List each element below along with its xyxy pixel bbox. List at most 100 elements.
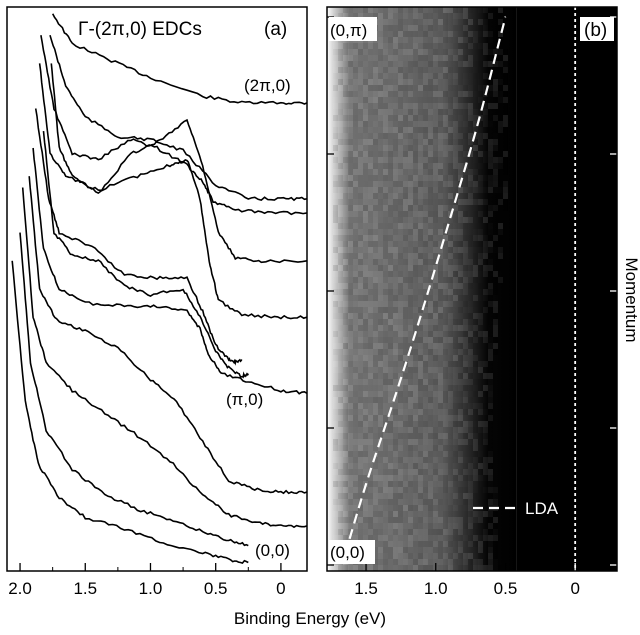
intensity-cell — [443, 319, 448, 325]
intensity-cell — [478, 421, 483, 427]
intensity-cell — [408, 277, 413, 283]
intensity-cell — [408, 109, 413, 115]
intensity-cell — [408, 157, 413, 163]
intensity-cell — [388, 379, 393, 385]
intensity-cell — [388, 67, 393, 73]
intensity-cell — [403, 535, 408, 541]
intensity-cell — [438, 169, 443, 175]
x-tick-label: 1.0 — [424, 579, 448, 598]
intensity-cell — [338, 61, 343, 67]
intensity-cell — [333, 217, 338, 223]
intensity-cell — [333, 445, 338, 451]
intensity-cell — [433, 109, 438, 115]
intensity-cell — [443, 373, 448, 379]
intensity-cell — [413, 67, 418, 73]
intensity-cell — [333, 43, 338, 49]
intensity-cell — [333, 529, 338, 535]
intensity-cell — [433, 175, 438, 181]
intensity-cell — [453, 445, 458, 451]
intensity-cell — [413, 229, 418, 235]
intensity-cell — [353, 163, 358, 169]
intensity-cell — [378, 541, 383, 547]
intensity-cell — [353, 523, 358, 529]
intensity-cell — [418, 91, 423, 97]
intensity-cell — [473, 367, 478, 373]
intensity-cell — [403, 181, 408, 187]
intensity-cell — [473, 391, 478, 397]
intensity-cell — [368, 457, 373, 463]
intensity-cell — [413, 547, 418, 553]
intensity-cell — [483, 361, 488, 367]
intensity-cell — [433, 451, 438, 457]
intensity-cell — [478, 169, 483, 175]
intensity-cell — [418, 361, 423, 367]
intensity-cell — [348, 373, 353, 379]
intensity-cell — [458, 415, 463, 421]
intensity-cell — [393, 415, 398, 421]
intensity-cell — [458, 61, 463, 67]
intensity-cell — [368, 523, 373, 529]
intensity-cell — [338, 169, 343, 175]
intensity-cell — [468, 211, 473, 217]
intensity-cell — [368, 517, 373, 523]
intensity-cell — [383, 43, 388, 49]
intensity-cell — [393, 451, 398, 457]
intensity-cell — [343, 67, 348, 73]
intensity-cell — [488, 133, 493, 139]
intensity-cell — [358, 73, 363, 79]
intensity-cell — [453, 403, 458, 409]
intensity-cell — [468, 73, 473, 79]
intensity-cell — [463, 37, 468, 43]
intensity-cell — [458, 247, 463, 253]
intensity-cell — [358, 271, 363, 277]
intensity-cell — [358, 7, 363, 13]
intensity-cell — [418, 391, 423, 397]
intensity-cell — [378, 469, 383, 475]
intensity-cell — [403, 463, 408, 469]
intensity-cell — [433, 385, 438, 391]
intensity-cell — [388, 247, 393, 253]
intensity-cell — [403, 559, 408, 565]
intensity-cell — [413, 517, 418, 523]
intensity-cell — [368, 103, 373, 109]
intensity-cell — [353, 187, 358, 193]
intensity-cell — [473, 121, 478, 127]
intensity-cell — [363, 115, 368, 121]
intensity-cell — [443, 367, 448, 373]
intensity-cell — [388, 373, 393, 379]
intensity-cell — [463, 301, 468, 307]
intensity-cell — [478, 439, 483, 445]
intensity-cell — [458, 145, 463, 151]
intensity-cell — [448, 559, 453, 565]
edc-curve — [42, 131, 250, 379]
intensity-cell — [378, 193, 383, 199]
intensity-cell — [358, 97, 363, 103]
intensity-cell — [443, 79, 448, 85]
intensity-cell — [378, 349, 383, 355]
intensity-cell — [488, 523, 493, 529]
intensity-cell — [483, 151, 488, 157]
intensity-cell — [408, 523, 413, 529]
intensity-cell — [373, 241, 378, 247]
intensity-cell — [388, 187, 393, 193]
intensity-cell — [398, 31, 403, 37]
intensity-cell — [393, 139, 398, 145]
intensity-cell — [423, 337, 428, 343]
intensity-cell — [388, 19, 393, 25]
intensity-cell — [368, 73, 373, 79]
intensity-cell — [348, 301, 353, 307]
intensity-cell — [453, 265, 458, 271]
intensity-cell — [503, 79, 508, 85]
intensity-cell — [458, 241, 463, 247]
intensity-cell — [373, 199, 378, 205]
intensity-cell — [348, 217, 353, 223]
intensity-cell — [448, 187, 453, 193]
intensity-cell — [483, 319, 488, 325]
intensity-cell — [413, 397, 418, 403]
intensity-cell — [393, 151, 398, 157]
intensity-cell — [473, 109, 478, 115]
intensity-cell — [393, 61, 398, 67]
intensity-cell — [473, 307, 478, 313]
intensity-cell — [408, 115, 413, 121]
intensity-cell — [363, 199, 368, 205]
